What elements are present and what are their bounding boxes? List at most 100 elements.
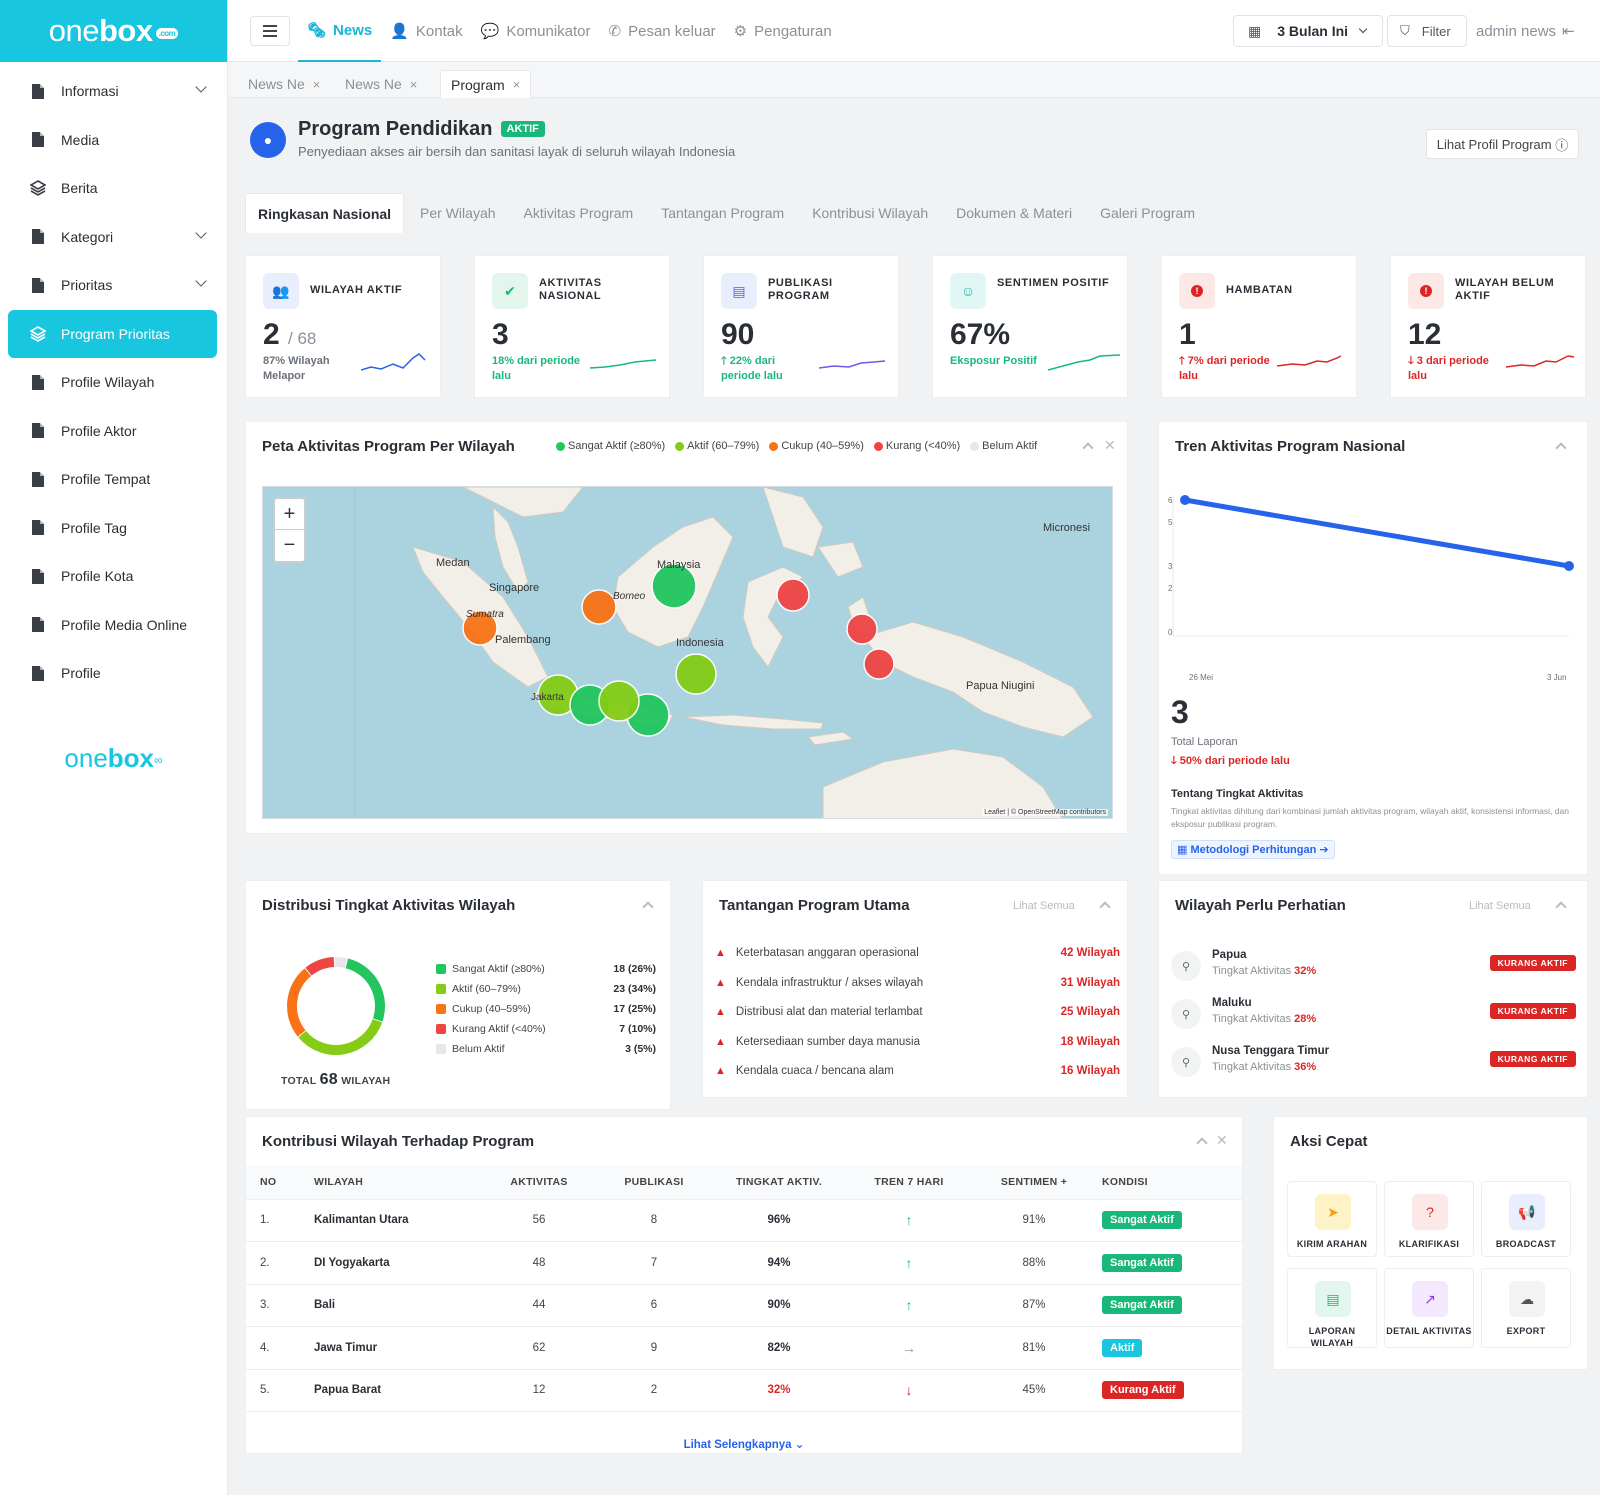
column-header[interactable]: SENTIMEN +	[974, 1165, 1094, 1200]
sidebar-item-profile-tempat[interactable]: Profile Tempat	[8, 455, 217, 504]
see-all-link[interactable]: Lihat Semua	[1469, 900, 1531, 912]
kpi-card-wilayah-aktif[interactable]: 👥 WILAYAH AKTIF 2 / 68 87% Wilayah Melapor	[245, 255, 441, 398]
section-tab-tantangan-program[interactable]: Tantangan Program	[661, 205, 785, 221]
quick-action-laporan-wilayah-button[interactable]: ▤ LAPORAN WILAYAH	[1287, 1268, 1377, 1348]
section-tab-galeri-program[interactable]: Galeri Program	[1100, 205, 1195, 221]
open-tab-label: News Ne	[345, 76, 402, 92]
donut-slice[interactable]	[305, 957, 335, 976]
section-tab-kontribusi-wilayah[interactable]: Kontribusi Wilayah	[812, 205, 929, 221]
section-tab-per-wilayah[interactable]: Per Wilayah	[420, 205, 496, 221]
open-tab-1[interactable]: News Ne ×	[238, 70, 330, 98]
tab-pengaturan[interactable]: ⚙ Pengaturan	[725, 0, 841, 62]
sidebar-item-program-prioritas[interactable]: Program Prioritas	[8, 309, 217, 358]
activity-level: 94%	[714, 1241, 844, 1285]
quick-action-label: BROADCAST	[1495, 1239, 1557, 1249]
attention-item[interactable]: ⚲ Maluku Tingkat Aktivitas 28% KURANG AKTIF	[1171, 993, 1576, 1037]
kpi-card-sentimen-positif[interactable]: ☺ SENTIMEN POSITIF 67% Eksposur Positif	[932, 255, 1128, 398]
collapse-icon[interactable]	[1082, 442, 1094, 454]
open-tab-2[interactable]: News Ne ×	[335, 70, 427, 98]
donut-slice[interactable]	[345, 958, 385, 1022]
kpi-card-wilayah-belum-aktif[interactable]: ! WILAYAH BELUM AKTIF 12 🡓 3 dari periode l…	[1390, 255, 1586, 398]
donut-slice[interactable]	[287, 968, 312, 1037]
sidebar-item-informasi[interactable]: Informasi	[8, 67, 217, 116]
tab-news[interactable]: 🗞 News	[298, 0, 382, 62]
challenge-item[interactable]: ▲ Keterbatasan anggaran operasional 42 Wil…	[715, 943, 1120, 963]
sidebar-item-profile-media-online[interactable]: Profile Media Online	[8, 601, 217, 650]
view-program-profile-button[interactable]: Lihat Profil Program ⓘ	[1426, 129, 1579, 159]
challenge-item[interactable]: ▲ Kendala infrastruktur / akses wilayah 31…	[715, 973, 1120, 993]
close-icon[interactable]: ×	[312, 76, 321, 92]
kpi-card-aktivitas-nasional[interactable]: ✔ AKTIVITAS NASIONAL 3 18% dari periode lal…	[474, 255, 670, 398]
collapse-icon[interactable]	[642, 901, 654, 913]
column-header[interactable]: WILAYAH	[314, 1165, 484, 1200]
zoom-in-button[interactable]: +	[275, 499, 304, 530]
program-title: Program Pendidikan	[298, 118, 493, 140]
see-more-link[interactable]: Lihat Selengkapnya ⌄	[683, 1439, 805, 1451]
data-point[interactable]	[1564, 561, 1574, 571]
table-row[interactable]: 2. DI Yogyakarta 48 7 94% ↑ 88% Sangat Aktif	[246, 1241, 1242, 1285]
column-header[interactable]: PUBLIKASI	[594, 1165, 714, 1200]
quick-action-kirim-arahan-button[interactable]: ➤ KIRIM ARAHAN	[1287, 1181, 1377, 1257]
table-row[interactable]: 1. Kalimantan Utara 56 8 96% ↑ 91% Sangat Aktif	[246, 1199, 1242, 1242]
tab-pesan-keluar[interactable]: ✆ Pesan keluar	[600, 0, 725, 62]
sidebar-item-profile[interactable]: Profile	[8, 649, 217, 698]
user-menu[interactable]: admin news ⇤	[1476, 22, 1575, 40]
quick-action-broadcast-button[interactable]: 📢 BROADCAST	[1481, 1181, 1571, 1257]
quick-action-klarifikasi-button[interactable]: ? KLARIFIKASI	[1384, 1181, 1474, 1257]
collapse-icon[interactable]	[1555, 442, 1567, 454]
column-header[interactable]: NO	[246, 1165, 314, 1200]
collapse-icon[interactable]	[1099, 901, 1111, 913]
sidebar-item-kategori[interactable]: Kategori	[8, 213, 217, 262]
challenge-item[interactable]: ▲ Ketersediaan sumber daya manusia 18 Wila…	[715, 1032, 1120, 1052]
open-tab-3[interactable]: Program ×	[440, 70, 532, 98]
quick-action-export-button[interactable]: ☁ EXPORT	[1481, 1268, 1571, 1348]
logout-icon[interactable]: ⇤	[1562, 23, 1575, 40]
tab-komunikator[interactable]: 💬 Komunikator	[472, 0, 600, 62]
column-header[interactable]: TINGKAT AKTIV.	[714, 1165, 844, 1200]
section-tab-dokumen-materi[interactable]: Dokumen & Materi	[956, 205, 1073, 221]
collapse-icon[interactable]	[1196, 1137, 1208, 1149]
menu-toggle-button[interactable]	[250, 16, 290, 46]
quick-action-detail-aktivitas-button[interactable]: ↗ DETAIL AKTIVITAS	[1384, 1268, 1474, 1348]
column-header[interactable]: KONDISI	[1094, 1165, 1242, 1200]
methodology-link[interactable]: ▦ Metodologi Perhitungan ➔	[1171, 840, 1335, 859]
kpi-card-hambatan[interactable]: ! HAMBATAN 1 🡑 7% dari periode lalu	[1161, 255, 1357, 398]
kpi-card-publikasi-program[interactable]: ▤ PUBLIKASI PROGRAM 90 🡑 22% dari periode l…	[703, 255, 899, 398]
legend-label: Belum Aktif	[452, 1043, 505, 1055]
sidebar-item-profile-kota[interactable]: Profile Kota	[8, 552, 217, 601]
challenge-item[interactable]: ▲ Distribusi alat dan material terlambat 2…	[715, 1002, 1120, 1022]
table-row[interactable]: 3. Bali 44 6 90% ↑ 87% Sangat Aktif	[246, 1284, 1242, 1327]
section-tab-aktivitas-program[interactable]: Aktivitas Program	[523, 205, 634, 221]
close-icon[interactable]: ✕	[1104, 437, 1116, 453]
collapse-icon[interactable]	[1555, 901, 1567, 913]
donut-slice[interactable]	[334, 957, 348, 969]
tab-kontak[interactable]: 👤 Kontak	[381, 0, 471, 62]
section-tab-ringkasan-nasional[interactable]: Ringkasan Nasional	[245, 193, 405, 233]
column-header[interactable]: TREN 7 HARI	[844, 1165, 974, 1200]
close-icon[interactable]: ✕	[1216, 1132, 1228, 1148]
activity-map[interactable]: Medan Singapore Palembang Borneo Malaysi…	[262, 486, 1113, 819]
sidebar-item-media[interactable]: Media	[8, 116, 217, 165]
filter-button[interactable]: ⛉ Filter	[1387, 15, 1467, 47]
sidebar-item-profile-tag[interactable]: Profile Tag	[8, 504, 217, 553]
sidebar-item-berita[interactable]: Berita	[8, 164, 217, 213]
challenge-item[interactable]: ▲ Kendala cuaca / bencana alam 16 Wilayah	[715, 1061, 1120, 1081]
table-row[interactable]: 5. Papua Barat 12 2 32% ↓ 45% Kurang Aktif	[246, 1369, 1242, 1412]
brand-logo[interactable]: one box .com	[0, 0, 227, 62]
column-header[interactable]: AKTIVITAS	[484, 1165, 594, 1200]
sidebar-item-profile-aktor[interactable]: Profile Aktor	[8, 407, 217, 456]
table-row[interactable]: 4. Jawa Timur 62 9 82% → 81% Aktif	[246, 1326, 1242, 1370]
see-all-link[interactable]: Lihat Semua	[1013, 900, 1075, 912]
data-point[interactable]	[1180, 495, 1190, 505]
zoom-out-button[interactable]: −	[283, 534, 296, 556]
period-select[interactable]: ▦ 3 Bulan Ini	[1233, 15, 1383, 47]
attention-item[interactable]: ⚲ Nusa Tenggara Timur Tingkat Aktivitas 36…	[1171, 1041, 1576, 1085]
profile-button-label: Lihat Profil Program	[1436, 136, 1552, 152]
attention-item[interactable]: ⚲ Papua Tingkat Aktivitas 32% KURANG AKTIF	[1171, 945, 1576, 989]
close-icon[interactable]: ×	[409, 76, 418, 92]
sidebar-item-prioritas[interactable]: Prioritas	[8, 261, 217, 310]
close-icon[interactable]: ×	[512, 77, 521, 92]
donut-slice[interactable]	[298, 1018, 383, 1055]
map-attribution[interactable]: Leaflet | © OpenStreetMap contributors	[982, 809, 1108, 816]
sidebar-item-profile-wilayah[interactable]: Profile Wilayah	[8, 358, 217, 407]
